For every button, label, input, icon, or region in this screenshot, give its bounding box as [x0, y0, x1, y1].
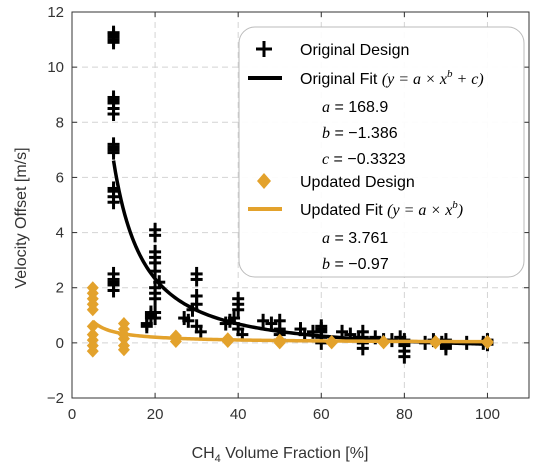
updated-design-point — [117, 343, 130, 357]
plot-frame — [71, 11, 530, 399]
y-tick-label: 2 — [56, 280, 64, 297]
legend-upd-a: a = 3.761 — [322, 230, 388, 247]
y-tick-label: 6 — [56, 169, 64, 186]
legend-orig-c: c = −0.3323 — [322, 151, 406, 168]
x-tick-label: 20 — [147, 406, 164, 423]
x-axis-label: CH4 Volume Fraction [%] — [192, 445, 369, 465]
legend-marker-original — [256, 41, 272, 57]
y-axis-label: Velocity Offset [m/s] — [13, 147, 30, 288]
legend-orig-a: a = 168.9 — [322, 99, 388, 116]
original-design-point — [107, 107, 120, 122]
x-tick-label: 80 — [396, 406, 413, 423]
legend: Original Design Original Fit (y = a × xb… — [238, 26, 525, 278]
original-design-point — [356, 341, 369, 356]
legend-marker-updated — [257, 173, 271, 189]
original-design-point — [107, 275, 120, 290]
original-design-point — [107, 25, 120, 40]
updated-fit-curve — [91, 319, 488, 344]
original-design-point — [194, 324, 207, 339]
y-tick-label: 4 — [56, 225, 64, 242]
legend-upd-b: b = −0.97 — [322, 256, 389, 273]
legend-orig-b: b = −1.386 — [322, 125, 398, 142]
x-tick-label: 100 — [475, 406, 500, 423]
updated-design-point — [86, 303, 99, 317]
data-layer — [86, 25, 494, 364]
x-tick-label: 60 — [313, 406, 330, 423]
y-tick-label: 0 — [56, 335, 64, 352]
original-design-point — [190, 266, 203, 281]
original-design-point — [149, 311, 162, 326]
updated-design-point — [86, 344, 99, 358]
legend-original-design: Original Design — [300, 42, 409, 59]
y-tick-label: 8 — [56, 114, 64, 131]
original-design-point — [315, 322, 328, 337]
original-design-point — [182, 313, 195, 328]
original-design-point — [398, 349, 411, 364]
original-design-point — [107, 93, 120, 108]
legend-original-fit: Original Fit (y = a × xb + c) — [300, 68, 484, 88]
x-tick-label: 0 — [68, 406, 76, 423]
updated-design-point — [117, 332, 130, 346]
original-design-point — [315, 335, 328, 350]
original-design-point — [232, 291, 245, 306]
original-design-point — [149, 228, 162, 243]
legend-updated-design: Updated Design — [300, 174, 415, 191]
x-tick-label: 40 — [230, 406, 247, 423]
original-design-point — [140, 319, 153, 334]
original-design-point — [149, 291, 162, 306]
legend-box — [238, 26, 525, 278]
legend-updated-fit: Updated Fit (y = a × xb) — [300, 199, 463, 219]
y-tick-label: −2 — [47, 390, 64, 407]
y-tick-label: 12 — [47, 4, 64, 21]
original-design-point — [265, 316, 278, 331]
original-design-point — [257, 313, 270, 328]
y-tick-label: 10 — [47, 59, 64, 76]
original-design-point — [107, 140, 120, 155]
updated-design-point — [481, 334, 494, 348]
